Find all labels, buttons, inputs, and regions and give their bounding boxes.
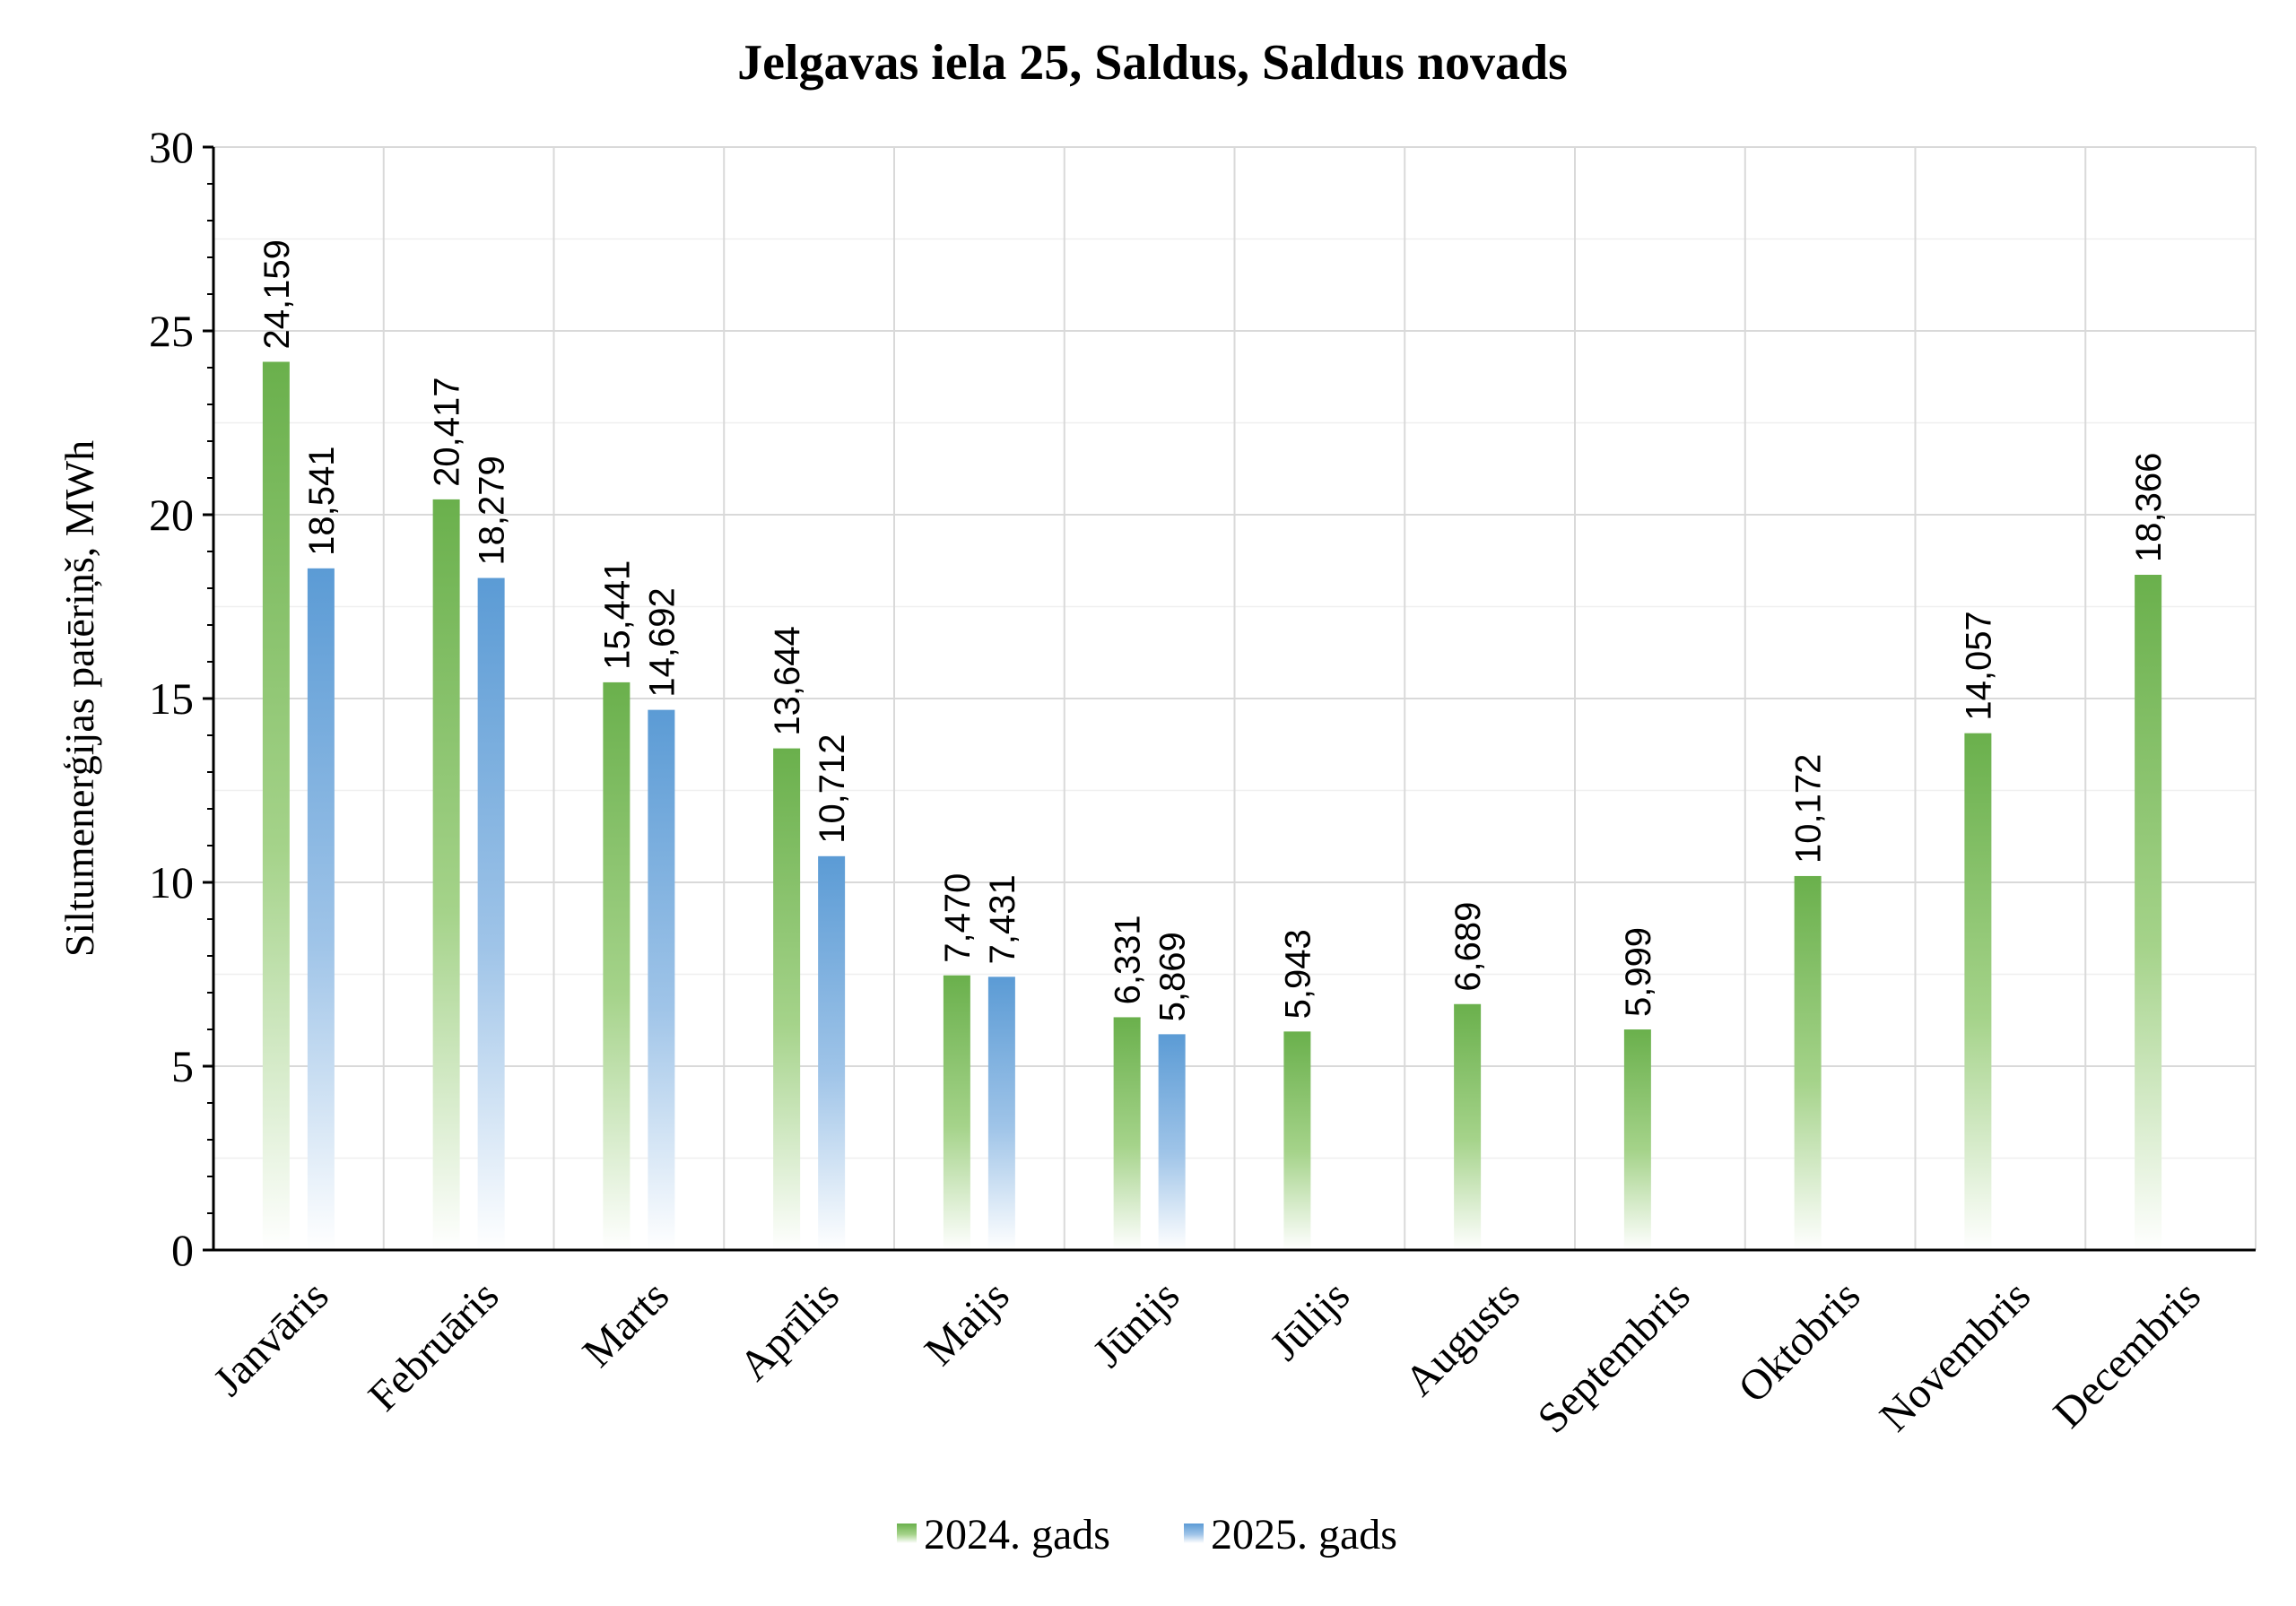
data-label: 5,999: [1619, 927, 1658, 1017]
legend-label: 2025. gads: [1211, 1511, 1397, 1558]
data-label: 18,541: [302, 446, 342, 555]
bar-series-2025-4: [987, 977, 1015, 1250]
data-label: 13,644: [768, 626, 807, 735]
x-tick-label: Septembris: [1528, 1272, 1699, 1442]
bar-series-2024-4: [943, 975, 970, 1250]
data-label: 20,417: [428, 378, 467, 487]
bar-series-2024-10: [1964, 733, 1992, 1250]
bar-series-2024-1: [432, 499, 460, 1250]
data-label: 18,366: [2129, 453, 2169, 562]
x-axis-ticks: Janvāris Februāris Marts Aprīlis Maijs Jūnijs…: [204, 1272, 2210, 1442]
y-tick-label: 0: [171, 1225, 194, 1275]
bars: [262, 361, 2162, 1251]
chart-title: Jelgavas iela 25, Saldus, Saldus novads: [737, 35, 1568, 91]
y-tick-label: 25: [149, 306, 194, 356]
data-label: 18,279: [473, 456, 512, 565]
bar-series-2025-5: [1158, 1034, 1186, 1250]
legend-label: 2024. gads: [924, 1511, 1110, 1558]
bar-series-2024-11: [2135, 574, 2162, 1250]
y-tick-label: 20: [149, 490, 194, 540]
x-tick-label: Decembris: [2044, 1272, 2209, 1437]
bar-series-2025-1: [477, 577, 505, 1250]
bar-series-2025-0: [307, 568, 335, 1250]
x-tick-label: Jūnijs: [1084, 1272, 1189, 1376]
data-label: 10,712: [813, 734, 852, 843]
data-label: 5,869: [1153, 932, 1193, 1021]
bar-series-2024-5: [1113, 1017, 1141, 1250]
y-axis-ticks: 0 5 10 15 20 25 30: [149, 122, 213, 1275]
bar-series-2024-6: [1283, 1031, 1311, 1250]
x-tick-label: Janvāris: [204, 1272, 338, 1405]
legend-swatch: [897, 1524, 917, 1543]
x-tick-label: Jūlijs: [1261, 1272, 1359, 1369]
data-label: 7,431: [983, 874, 1022, 964]
data-label: 5,943: [1278, 929, 1318, 1019]
x-tick-label: Oktobris: [1729, 1272, 1869, 1411]
data-label: 24,159: [257, 239, 297, 349]
bar-series-2025-2: [648, 709, 675, 1250]
data-label: 14,057: [1959, 611, 1998, 720]
y-tick-label: 30: [149, 122, 194, 172]
data-label: 7,470: [938, 873, 978, 963]
y-tick-label: 10: [149, 857, 194, 907]
x-tick-label: Marts: [573, 1272, 678, 1376]
bar-series-2024-2: [603, 681, 631, 1250]
x-tick-label: Aprīlis: [730, 1272, 848, 1390]
y-tick-label: 15: [149, 673, 194, 724]
x-tick-label: Maijs: [916, 1272, 1019, 1375]
data-labels: 24,159 20,417 15,441 13,644 7,470 6,331 5,943 6…: [257, 239, 2169, 1021]
y-axis-label: Siltumenerģijas patēriņš, MWh: [57, 440, 102, 957]
bar-series-2024-7: [1454, 1003, 1482, 1250]
bar-series-2024-0: [262, 361, 290, 1251]
x-tick-label: Novembris: [1871, 1272, 2039, 1440]
bar-series-2024-8: [1623, 1029, 1651, 1250]
data-label: 10,172: [1789, 754, 1829, 864]
data-label: 14,692: [642, 587, 682, 697]
data-label: 6,331: [1109, 915, 1148, 1004]
data-label: 15,441: [597, 560, 637, 670]
bar-series-2024-3: [773, 748, 801, 1250]
legend-swatch: [1184, 1524, 1204, 1543]
bar-series-2024-9: [1794, 875, 1822, 1250]
data-label: 6,689: [1448, 902, 1488, 992]
gridlines: [213, 146, 2257, 1250]
x-tick-label: Augusts: [1396, 1272, 1529, 1405]
bar-series-2025-3: [818, 855, 846, 1250]
legend: 2024. gads 2025. gads: [897, 1511, 1397, 1558]
y-tick-label: 5: [171, 1041, 194, 1091]
x-tick-label: Februāris: [360, 1272, 509, 1420]
